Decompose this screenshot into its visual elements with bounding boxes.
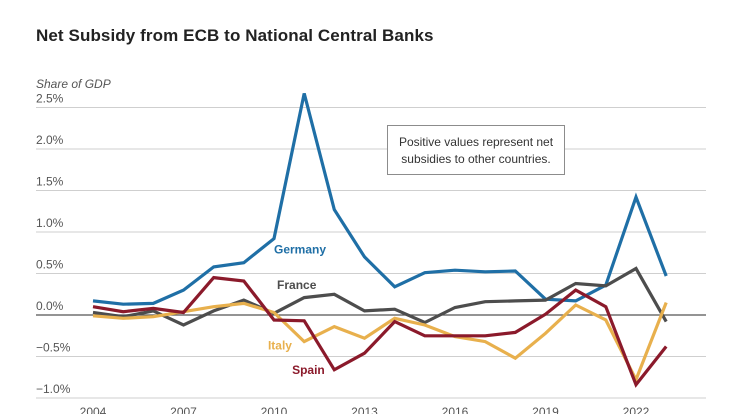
x-tick-label: 2019 xyxy=(532,405,559,414)
y-tick-label: 0.0% xyxy=(36,299,64,313)
series-line-germany xyxy=(92,92,668,306)
series-label-spain: Spain xyxy=(292,363,325,377)
y-tick-label: 1.5% xyxy=(36,175,64,189)
series-line-spain xyxy=(92,275,668,388)
x-tick-label: 2004 xyxy=(80,405,107,414)
y-tick-label: −1.0% xyxy=(36,382,71,396)
x-tick-label: 2010 xyxy=(261,405,288,414)
y-tick-label: 1.0% xyxy=(36,216,64,230)
x-axis-tick-labels: 2004 2007 2010 2013 2016 2019 2022 xyxy=(80,405,650,414)
annotation-box: Positive values represent net subsidies … xyxy=(387,125,565,175)
y-tick-label: 0.5% xyxy=(36,258,64,272)
y-axis-label: Share of GDP xyxy=(36,77,111,91)
y-tick-label: −0.5% xyxy=(36,341,71,355)
series-label-germany: Germany xyxy=(274,242,326,256)
series-label-france: France xyxy=(277,278,317,292)
gridlines xyxy=(36,107,706,399)
series-label-italy: Italy xyxy=(268,339,292,353)
x-tick-label: 2007 xyxy=(170,405,197,414)
y-tick-label: 2.0% xyxy=(36,133,64,147)
x-tick-label: 2022 xyxy=(623,405,650,414)
chart-title: Net Subsidy from ECB to National Central… xyxy=(36,26,434,45)
series-line-italy xyxy=(92,301,668,384)
series-lines xyxy=(92,92,668,388)
series-line-france xyxy=(92,266,668,327)
y-tick-label: 2.5% xyxy=(36,92,64,106)
y-axis-tick-labels: −1.0% −0.5% 0.0% 0.5% 1.0% 1.5% 2.0% 2.5% xyxy=(36,92,71,397)
x-tick-label: 2013 xyxy=(351,405,378,414)
x-tick-label: 2016 xyxy=(442,405,469,414)
